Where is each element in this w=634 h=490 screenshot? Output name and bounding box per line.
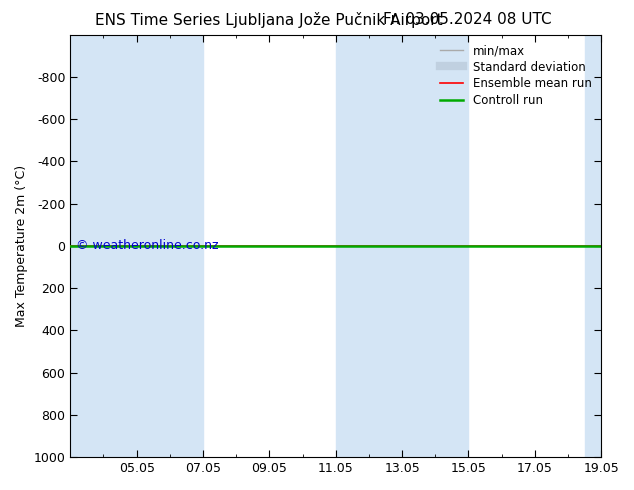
Text: Fr. 03.05.2024 08 UTC: Fr. 03.05.2024 08 UTC bbox=[383, 12, 552, 27]
Legend: min/max, Standard deviation, Ensemble mean run, Controll run: min/max, Standard deviation, Ensemble me… bbox=[436, 41, 595, 110]
Bar bbox=[585, 35, 601, 457]
Bar bbox=[402, 35, 469, 457]
Text: © weatheronline.co.nz: © weatheronline.co.nz bbox=[75, 240, 218, 252]
Bar bbox=[70, 35, 137, 457]
Y-axis label: Max Temperature 2m (°C): Max Temperature 2m (°C) bbox=[15, 165, 28, 327]
Bar bbox=[336, 35, 402, 457]
Text: ENS Time Series Ljubljana Jože Pučnik Airport: ENS Time Series Ljubljana Jože Pučnik Ai… bbox=[95, 12, 443, 28]
Bar bbox=[137, 35, 203, 457]
